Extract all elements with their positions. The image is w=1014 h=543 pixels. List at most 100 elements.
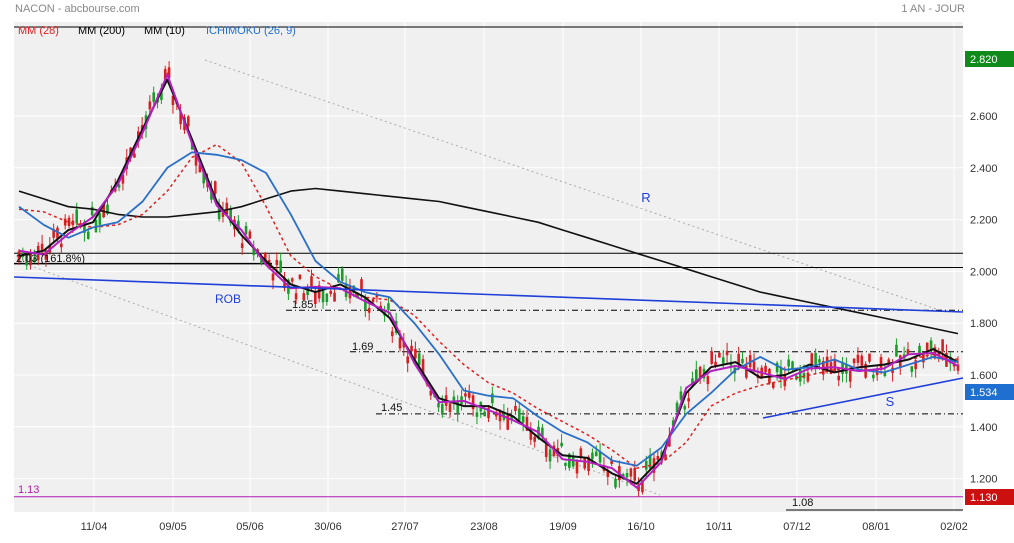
x-tick-label: 19/09 <box>549 521 577 533</box>
candle-body <box>244 225 248 235</box>
candle-body <box>714 361 717 367</box>
x-tick-label: 02/02 <box>940 521 968 533</box>
candle-body <box>710 351 714 364</box>
candle-body <box>229 208 232 223</box>
candle-body <box>152 92 155 102</box>
low-price-label: 1.130 <box>970 492 998 504</box>
candle-body <box>160 88 163 100</box>
candle-body <box>514 405 517 412</box>
x-tick-label: 08/01 <box>862 521 890 533</box>
level-label: 1.08 <box>792 497 813 509</box>
candle-body <box>860 355 864 366</box>
x-tick-label: 07/12 <box>783 521 811 533</box>
candle-body <box>598 451 602 463</box>
candle-body <box>398 337 402 349</box>
candle-body <box>925 342 929 351</box>
legend-entry: MM (10) <box>144 25 185 37</box>
last-price-label: 1.534 <box>970 387 998 399</box>
candle-body <box>633 467 637 481</box>
support-resistance-levels <box>14 252 963 511</box>
candle-body <box>814 352 817 368</box>
candle-body <box>179 112 182 125</box>
candle-body <box>852 358 856 364</box>
mm28-line <box>18 143 959 469</box>
candle-body <box>337 274 340 283</box>
candle-body <box>271 273 275 281</box>
legend-entry: MM (200) <box>78 25 125 37</box>
ichimoku-kijun-line <box>18 151 959 467</box>
candle-body <box>171 95 175 106</box>
candle-body <box>798 369 802 382</box>
annotation-r: R <box>641 190 650 205</box>
candle-body <box>44 250 48 260</box>
candle-body <box>525 416 529 431</box>
support-trendline <box>762 377 964 419</box>
candle-body <box>956 364 960 371</box>
candle-body <box>344 283 348 297</box>
candle-body <box>771 382 775 388</box>
candle-body <box>810 353 814 368</box>
candle-body <box>364 297 367 310</box>
candle-body <box>452 396 456 403</box>
candle-body <box>248 231 252 239</box>
channel-upper-line <box>204 59 946 313</box>
candle-body <box>98 213 102 225</box>
candle-body <box>521 416 525 423</box>
candle-body <box>579 448 583 458</box>
candle-body <box>325 293 329 302</box>
candle-body <box>163 69 167 81</box>
candle-body <box>625 473 629 478</box>
candle-body <box>25 253 28 266</box>
candle-body <box>594 451 598 457</box>
y-tick-label: 2.000 <box>970 266 998 278</box>
candle-body <box>741 358 744 364</box>
candle-body <box>517 408 521 421</box>
last-price-box <box>965 384 1014 400</box>
candle-body <box>679 391 683 400</box>
candle-body <box>467 391 471 398</box>
candle-body <box>414 348 417 359</box>
candle-body <box>818 359 821 363</box>
candle-body <box>533 436 536 442</box>
candle-body <box>133 153 136 158</box>
level-label: 1.69 <box>352 341 373 353</box>
ichimoku-tenkan-line <box>18 71 959 490</box>
candle-body <box>314 291 317 304</box>
candle-body <box>544 444 548 458</box>
candle-body <box>483 411 486 417</box>
candle-body <box>417 353 421 366</box>
candle-body <box>225 202 229 215</box>
candle-body <box>683 406 687 410</box>
candle-body <box>937 351 941 355</box>
candle-body <box>456 402 460 413</box>
candle-body <box>833 359 837 372</box>
candle-body <box>529 429 533 440</box>
x-tick-label: 30/06 <box>314 521 342 533</box>
candle-body <box>660 451 663 457</box>
candle-body <box>260 257 263 264</box>
candle-body <box>306 288 309 296</box>
candle-body <box>17 251 21 261</box>
annotations: R ROB S <box>215 190 895 409</box>
candle-body <box>90 206 94 216</box>
plot-area <box>14 22 963 512</box>
chart-period: 1 AN - JOUR <box>901 3 965 15</box>
candle-body <box>136 131 140 140</box>
candle-body <box>887 359 891 365</box>
candle-body <box>464 393 467 397</box>
candle-body <box>29 254 32 266</box>
candle-body <box>718 352 721 358</box>
candle-body <box>237 220 240 230</box>
candle-body <box>56 227 59 239</box>
candle-body <box>252 247 256 256</box>
candle-body <box>340 268 344 281</box>
candle-body <box>583 458 587 469</box>
candle-body <box>167 67 171 79</box>
level-label: 1.85 <box>292 299 313 311</box>
candle-body <box>564 462 567 466</box>
indicator-lines <box>18 71 959 490</box>
candle-body <box>279 260 282 273</box>
candle-body <box>541 427 544 437</box>
candle-body <box>213 181 217 194</box>
